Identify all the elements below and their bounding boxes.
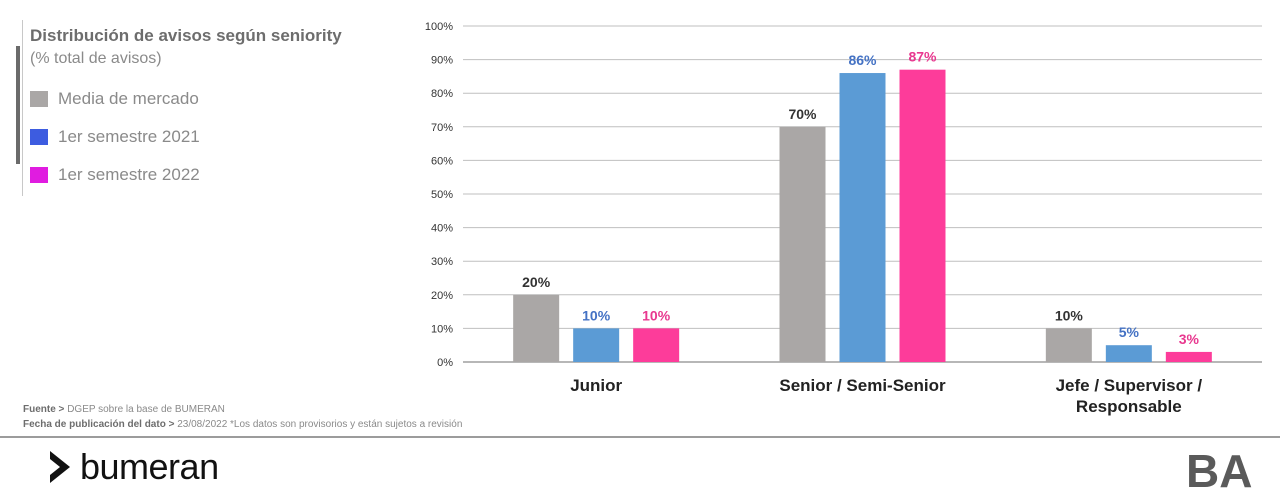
data-label: 87%	[908, 49, 937, 65]
bar	[839, 73, 886, 362]
bar	[513, 294, 560, 362]
footer-divider	[0, 436, 1280, 438]
legend: Media de mercado 1er semestre 2021 1er s…	[30, 80, 200, 194]
legend-swatch-2022	[30, 167, 48, 183]
bar	[1165, 351, 1212, 362]
y-tick-label: 30%	[431, 256, 453, 268]
data-label: 3%	[1179, 331, 1200, 347]
data-label: 10%	[642, 307, 671, 323]
legend-swatch-market	[30, 91, 48, 107]
y-tick-label: 90%	[431, 55, 453, 67]
legend-item-2022: 1er semestre 2022	[30, 156, 200, 194]
y-tick-label: 60%	[431, 155, 453, 167]
bar-chart: 0% 10% 20% 30% 40% 50% 60% 70% 80% 90% 100% 20% 10% 1…	[425, 21, 1262, 416]
y-tick-label: 50%	[431, 189, 453, 201]
chart-subtitle: (% total de avisos)	[30, 50, 162, 67]
publication-note: Fecha de publicación del dato > 23/08/20…	[23, 419, 462, 430]
source-text: DGEP sobre la base de BUMERAN	[67, 404, 225, 415]
y-tick-label: 0%	[437, 357, 453, 369]
bar	[779, 126, 826, 362]
legend-label: Media de mercado	[58, 89, 199, 108]
bar	[633, 328, 680, 362]
y-tick-label: 20%	[431, 290, 453, 302]
y-tick-label: 100%	[425, 21, 453, 33]
bumeran-chevron-icon	[50, 451, 70, 483]
x-category-label: Senior / Semi-Senior	[779, 376, 946, 395]
ba-logo-icon: BA	[1186, 447, 1252, 491]
ba-logo-text: BA	[1186, 447, 1252, 491]
x-category-label: Responsable	[1076, 397, 1182, 416]
source-note: Fuente > DGEP sobre la base de BUMERAN	[23, 404, 225, 415]
source-label: Fuente >	[23, 404, 65, 415]
legend-label: 1er semestre 2022	[58, 165, 200, 184]
brand-name: bumeran	[80, 446, 219, 487]
legend-label: 1er semestre 2021	[58, 127, 200, 146]
bar	[573, 328, 620, 362]
pubdate-label: Fecha de publicación del dato >	[23, 419, 175, 430]
legend-swatch-2021	[30, 129, 48, 145]
bar	[899, 69, 946, 363]
data-label: 20%	[522, 274, 551, 290]
chart-title: Distribución de avisos según seniority	[30, 26, 342, 45]
y-tick-label: 70%	[431, 122, 453, 134]
y-tick-label: 40%	[431, 223, 453, 235]
legend-item-market: Media de mercado	[30, 80, 200, 118]
y-tick-label: 10%	[431, 323, 453, 335]
data-label: 70%	[788, 106, 817, 122]
bumeran-logo: bumeran	[46, 446, 219, 488]
data-label: 5%	[1119, 324, 1140, 340]
divider-line	[22, 20, 23, 196]
x-category-label: Junior	[570, 376, 622, 395]
data-label: 10%	[1055, 307, 1084, 323]
bar	[1105, 345, 1152, 362]
x-category-label: Jefe / Supervisor /	[1056, 376, 1203, 395]
pubdate-text: 23/08/2022 *Los datos son provisorios y …	[177, 419, 463, 430]
legend-item-2021: 1er semestre 2021	[30, 118, 200, 156]
data-label: 86%	[848, 52, 877, 68]
accent-bar	[16, 46, 20, 164]
y-tick-label: 80%	[431, 88, 453, 100]
bar	[1045, 328, 1092, 362]
data-label: 10%	[582, 307, 611, 323]
